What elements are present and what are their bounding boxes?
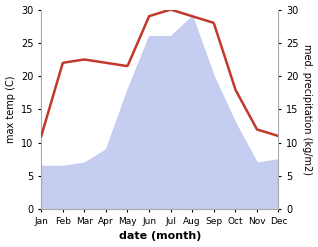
X-axis label: date (month): date (month) xyxy=(119,231,201,242)
Y-axis label: max temp (C): max temp (C) xyxy=(5,76,16,143)
Y-axis label: med. precipitation (kg/m2): med. precipitation (kg/m2) xyxy=(302,44,313,175)
